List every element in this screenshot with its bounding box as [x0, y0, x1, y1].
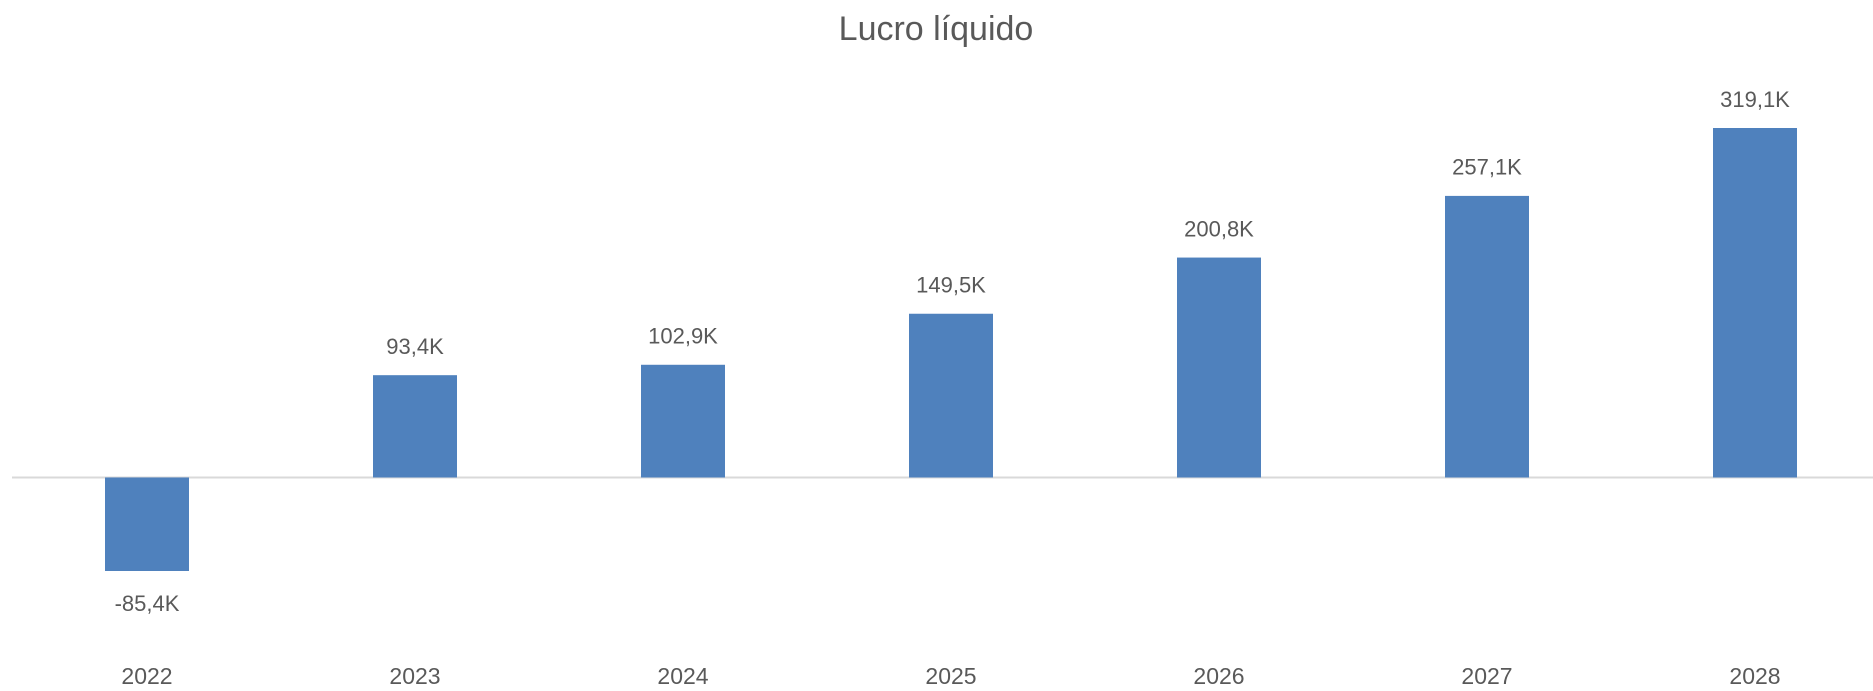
- bar: [373, 375, 457, 478]
- bar: [105, 477, 189, 571]
- x-tick-label: 2022: [121, 663, 172, 689]
- data-label: 102,9K: [648, 324, 718, 349]
- bar: [909, 313, 993, 478]
- x-tick-label: 2028: [1729, 663, 1780, 689]
- x-tick-label: 2025: [925, 663, 976, 689]
- x-tick-label: 2023: [389, 663, 440, 689]
- bar: [1177, 257, 1261, 478]
- bar: [641, 364, 725, 478]
- data-label: 149,5K: [916, 273, 986, 298]
- bar: [1445, 195, 1529, 478]
- data-label: 200,8K: [1184, 216, 1254, 241]
- data-label: 93,4K: [386, 334, 444, 359]
- data-label: 319,1K: [1720, 87, 1790, 112]
- x-tick-label: 2026: [1193, 663, 1244, 689]
- bar: [1713, 128, 1797, 478]
- chart-title: Lucro líquido: [839, 10, 1034, 48]
- data-label: -85,4K: [115, 591, 180, 616]
- data-label: 257,1K: [1452, 155, 1522, 180]
- x-tick-label: 2027: [1461, 663, 1512, 689]
- x-tick-label: 2024: [657, 663, 708, 689]
